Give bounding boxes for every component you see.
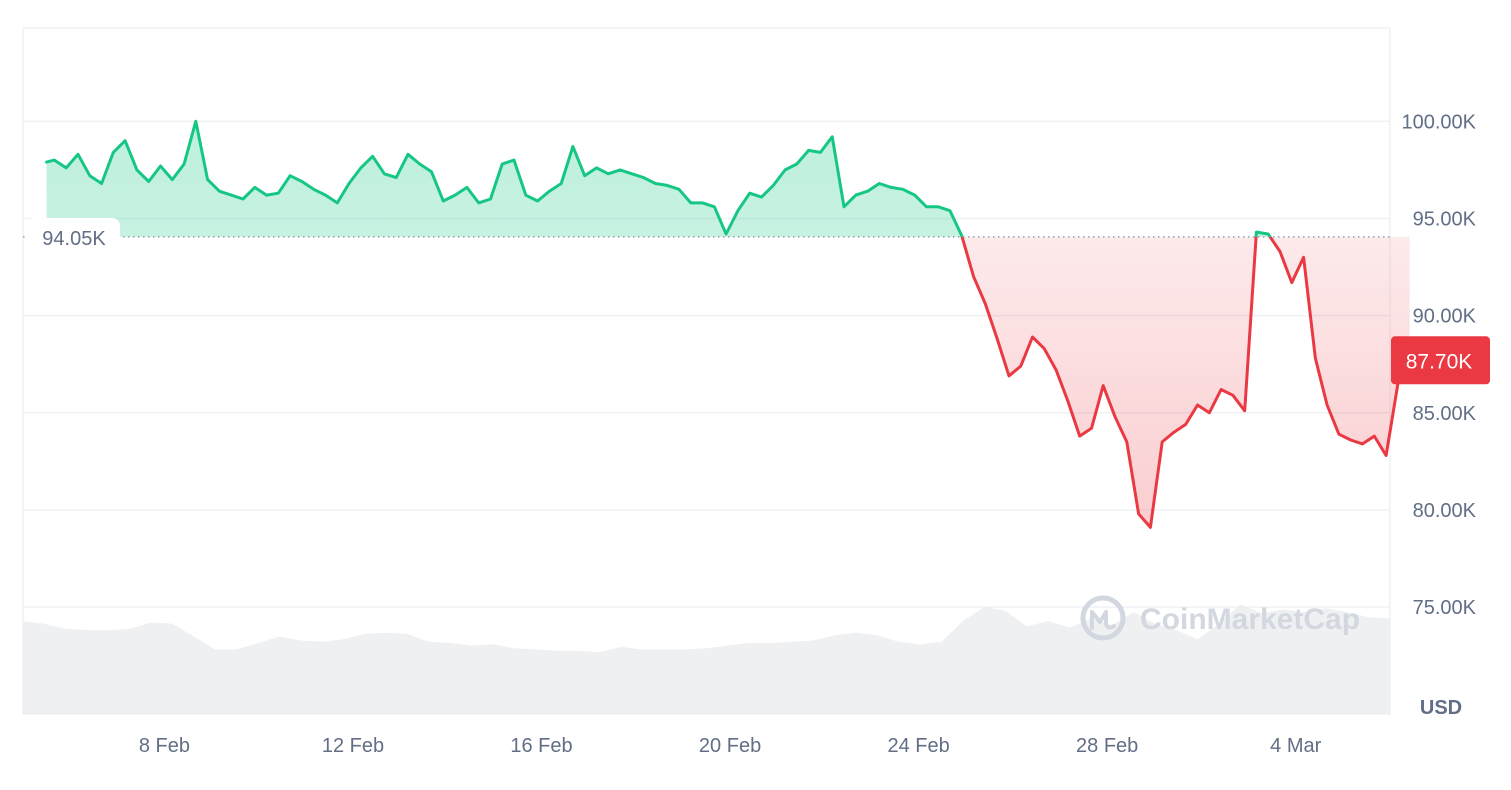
price-area-below-baseline (962, 236, 1410, 528)
coinmarketcap-logo-icon (1080, 595, 1126, 641)
current-price-text: 87.70K (1406, 350, 1473, 373)
price-area-above-baseline (46, 121, 1410, 237)
y-tick-label: 80.00K (1413, 500, 1477, 522)
price-line-down[interactable] (47, 121, 1412, 529)
y-tick-label: 90.00K (1413, 306, 1477, 328)
volume-area-shape (23, 604, 1390, 714)
x-tick-label: 24 Feb (887, 735, 949, 757)
baseline-label-background (27, 217, 120, 256)
y-tick-label: 75.00K (1413, 597, 1477, 619)
x-tick-label: 4 Mar (1270, 735, 1321, 757)
baseline-label-text: 94.05K (42, 228, 106, 250)
y-tick-label: 85.00K (1413, 403, 1477, 425)
y-tick-label: 100.00K (1401, 111, 1476, 133)
x-tick-label: 16 Feb (510, 735, 572, 757)
current-price-badge: 87.70K (1391, 336, 1490, 385)
y-tick-label: 95.00K (1413, 208, 1477, 230)
x-tick-label: 12 Feb (322, 735, 384, 757)
coinmarketcap-watermark: CoinMarketCap (1080, 595, 1360, 641)
price-line-up[interactable] (45, 119, 1410, 527)
currency-unit-label: USD (1420, 697, 1462, 719)
coinmarketcap-logo-mark (1090, 610, 1116, 630)
price-area (46, 121, 1410, 528)
price-line[interactable] (45, 119, 1412, 529)
baseline-price-label: 94.05K (27, 217, 120, 256)
x-tick-label: 8 Feb (139, 735, 190, 757)
x-tick-label: 28 Feb (1076, 735, 1138, 757)
x-tick-label: 20 Feb (699, 735, 761, 757)
watermark-text: CoinMarketCap (1140, 603, 1360, 636)
y-axis-labels: 100.00K 95.00K 90.00K 85.00K 80.00K 75.00K (1401, 111, 1476, 619)
x-axis-labels: 8 Feb 12 Feb 16 Feb 20 Feb 24 Feb 28 Feb 4 Mar (139, 735, 1322, 757)
current-price-background (1391, 336, 1490, 385)
volume-area (23, 604, 1390, 714)
